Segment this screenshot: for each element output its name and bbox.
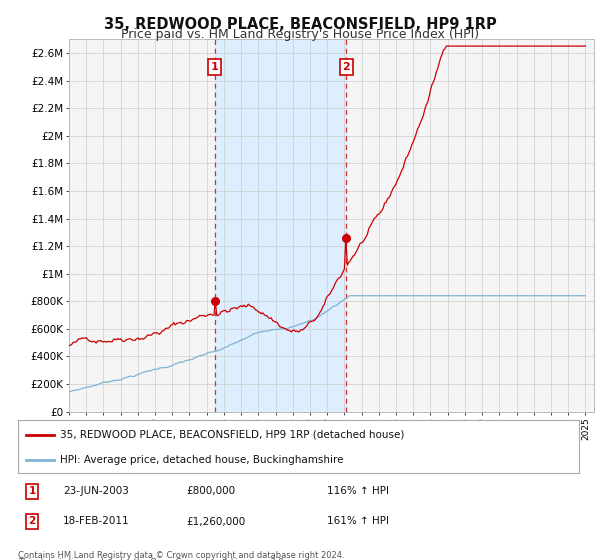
- Text: 161% ↑ HPI: 161% ↑ HPI: [326, 516, 389, 526]
- Text: This data is licensed under the Open Government Licence v3.0.: This data is licensed under the Open Gov…: [18, 558, 286, 560]
- Text: 1: 1: [28, 487, 35, 496]
- Text: Contains HM Land Registry data © Crown copyright and database right 2024.: Contains HM Land Registry data © Crown c…: [18, 551, 344, 560]
- Text: Price paid vs. HM Land Registry's House Price Index (HPI): Price paid vs. HM Land Registry's House …: [121, 28, 479, 41]
- Text: 35, REDWOOD PLACE, BEACONSFIELD, HP9 1RP: 35, REDWOOD PLACE, BEACONSFIELD, HP9 1RP: [104, 17, 496, 32]
- Text: 116% ↑ HPI: 116% ↑ HPI: [326, 487, 389, 496]
- Text: 23-JUN-2003: 23-JUN-2003: [63, 487, 129, 496]
- Text: HPI: Average price, detached house, Buckinghamshire: HPI: Average price, detached house, Buck…: [60, 455, 344, 465]
- Text: £1,260,000: £1,260,000: [186, 516, 245, 526]
- Text: 18-FEB-2011: 18-FEB-2011: [63, 516, 130, 526]
- Text: 1: 1: [211, 62, 218, 72]
- Text: 2: 2: [343, 62, 350, 72]
- Text: £800,000: £800,000: [186, 487, 235, 496]
- Bar: [215, 39, 346, 412]
- Text: 35, REDWOOD PLACE, BEACONSFIELD, HP9 1RP (detached house): 35, REDWOOD PLACE, BEACONSFIELD, HP9 1RP…: [60, 430, 404, 440]
- Text: 2: 2: [28, 516, 35, 526]
